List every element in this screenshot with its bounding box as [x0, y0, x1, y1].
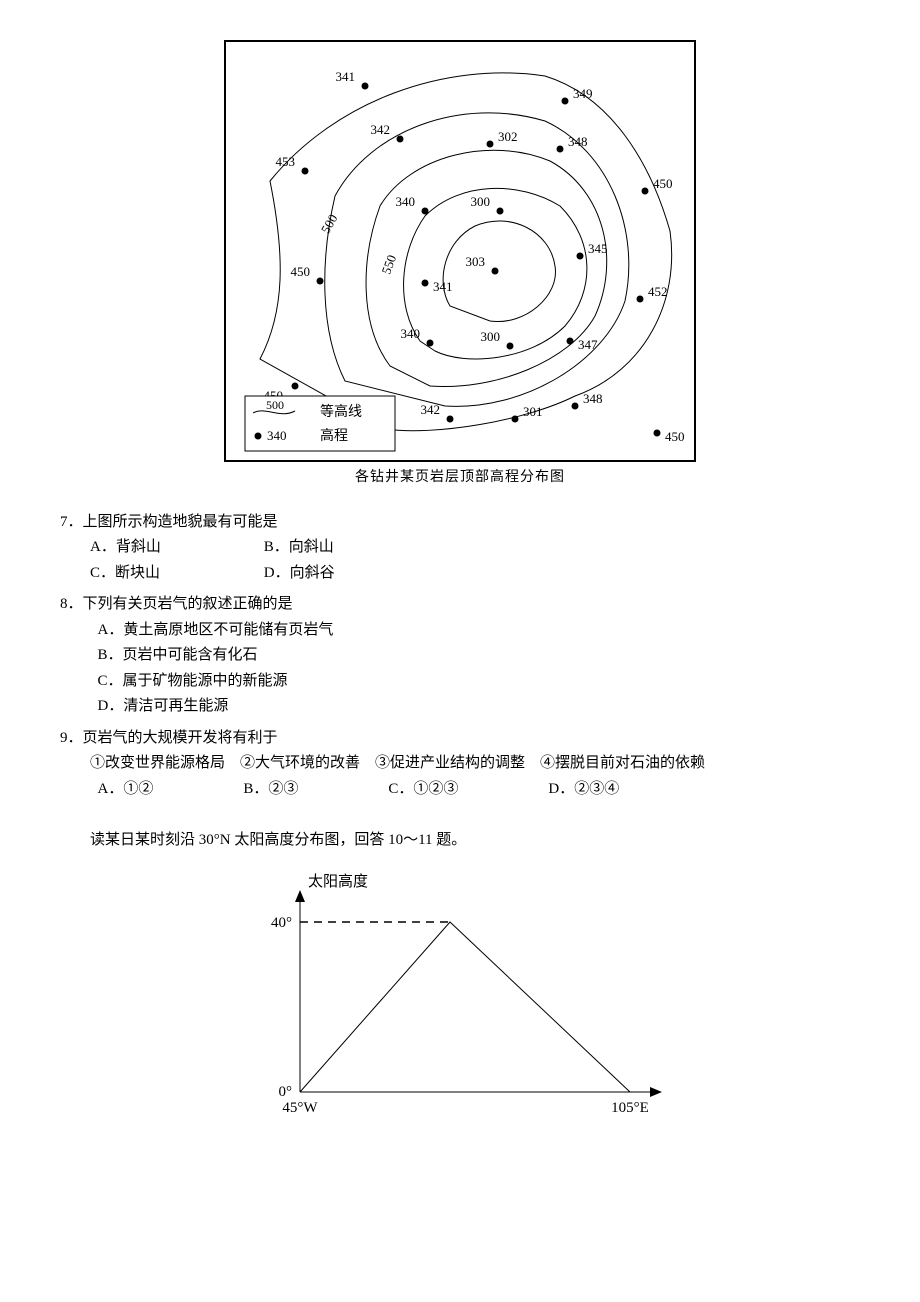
svg-text:303: 303 — [466, 254, 486, 269]
q7-row1: A．背斜山 B．向斜山 — [90, 535, 860, 561]
sun-chart-svg: 太阳高度 40° 0°45°W 105°E — [230, 862, 690, 1132]
q7-options: A．背斜山 B．向斜山 C．断块山 D．向斜谷 — [90, 535, 860, 586]
svg-text:341: 341 — [433, 279, 453, 294]
svg-text:高程: 高程 — [320, 427, 348, 444]
q9-option-c: C．①②③ — [388, 777, 458, 803]
q9-stem: 9．页岩气的大规模开发将有利于 — [60, 726, 860, 752]
svg-text:340: 340 — [267, 428, 287, 443]
svg-text:342: 342 — [421, 402, 441, 417]
q8-option-a: A．黄土高原地区不可能储有页岩气 — [98, 618, 861, 644]
question-8: 8．下列有关页岩气的叙述正确的是 A．黄土高原地区不可能储有页岩气 B．页岩中可… — [60, 592, 860, 720]
q9-stem-list: ①改变世界能源格局 ②大气环境的改善 ③促进产业结构的调整 ④摆脱目前对石油的依… — [90, 751, 860, 777]
q9-options: A．①② B．②③ C．①②③ D．②③④ — [98, 777, 861, 803]
svg-text:500: 500 — [266, 398, 284, 412]
q7-option-c: C．断块山 — [90, 561, 260, 587]
svg-text:300: 300 — [471, 194, 491, 209]
q8-option-b: B．页岩中可能含有化石 — [98, 643, 861, 669]
q9-option-a: A．①② — [98, 777, 154, 803]
q9-option-d: D．②③④ — [548, 777, 619, 803]
svg-text:太阳高度: 太阳高度 — [308, 873, 368, 890]
svg-text:105°E: 105°E — [611, 1100, 649, 1116]
svg-text:550: 550 — [378, 253, 399, 276]
contour-map-figure: 500 550 341 349 342 302 348 453 450 340 300 450 303 3… — [60, 40, 860, 490]
section-intro-10-11: 读某日某时刻沿 30°N 太阳高度分布图，回答 10～11 题。 — [90, 828, 860, 854]
svg-text:345: 345 — [588, 241, 608, 256]
svg-text:347: 347 — [578, 337, 598, 352]
q8-option-c: C．属于矿物能源中的新能源 — [98, 669, 861, 695]
contour-map-svg: 500 550 341 349 342 302 348 453 450 340 300 450 303 3… — [224, 40, 696, 462]
svg-text:342: 342 — [371, 122, 391, 137]
svg-text:45°W: 45°W — [282, 1100, 318, 1116]
question-9: 9．页岩气的大规模开发将有利于 ①改变世界能源格局 ②大气环境的改善 ③促进产业… — [60, 726, 860, 803]
q7-option-a: A．背斜山 — [90, 535, 260, 561]
svg-text:341: 341 — [336, 69, 356, 84]
svg-text:340: 340 — [396, 194, 416, 209]
svg-text:302: 302 — [498, 129, 518, 144]
q8-stem: 8．下列有关页岩气的叙述正确的是 — [60, 592, 860, 618]
svg-text:348: 348 — [583, 391, 603, 406]
svg-text:340: 340 — [401, 326, 421, 341]
sun-chart-figure: 太阳高度 40° 0°45°W 105°E — [60, 862, 860, 1132]
svg-text:300: 300 — [481, 329, 501, 344]
svg-text:452: 452 — [648, 284, 668, 299]
q7-option-b: B．向斜山 — [264, 539, 334, 555]
q7-stem: 7．上图所示构造地貌最有可能是 — [60, 510, 860, 536]
svg-text:0°: 0° — [279, 1084, 293, 1100]
q9-option-b: B．②③ — [243, 777, 298, 803]
svg-text:等高线: 等高线 — [320, 403, 362, 420]
svg-text:450: 450 — [653, 176, 673, 191]
contour-map-caption: 各钻井某页岩层顶部高程分布图 — [355, 466, 565, 490]
svg-text:453: 453 — [276, 154, 296, 169]
q7-option-d: D．向斜谷 — [264, 565, 335, 581]
svg-text:450: 450 — [291, 264, 311, 279]
svg-text:348: 348 — [568, 134, 588, 149]
svg-text:301: 301 — [523, 404, 543, 419]
svg-text:349: 349 — [573, 86, 593, 101]
question-7: 7．上图所示构造地貌最有可能是 A．背斜山 B．向斜山 C．断块山 D．向斜谷 — [60, 510, 860, 587]
q7-row2: C．断块山 D．向斜谷 — [90, 561, 860, 587]
svg-text:450: 450 — [665, 429, 685, 444]
q8-option-d: D．清洁可再生能源 — [98, 694, 861, 720]
svg-text:40°: 40° — [271, 915, 292, 931]
